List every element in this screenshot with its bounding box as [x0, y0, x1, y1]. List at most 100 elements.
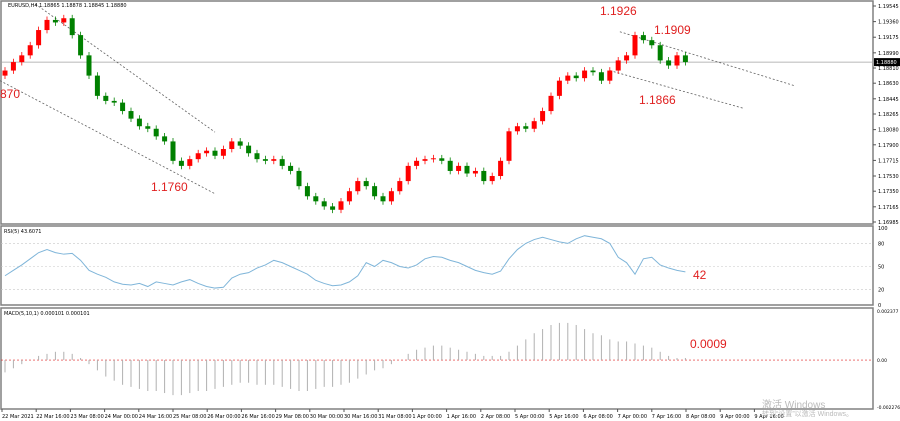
- time-label: 1 Apr 00:00: [412, 414, 441, 420]
- candle-body: [355, 181, 361, 192]
- time-label: 31 Mar 08:00: [378, 414, 411, 420]
- candle-body: [288, 165, 294, 171]
- candle-body: [615, 60, 621, 71]
- price-tick-label: 1.18080: [878, 128, 899, 134]
- rsi-tick-label: 80: [878, 241, 884, 247]
- annotation-left: 870: [0, 87, 21, 101]
- macd-value-annotation: 0.0009: [690, 337, 727, 351]
- candle-body: [52, 19, 58, 23]
- candle-body: [128, 111, 134, 119]
- trendline: [609, 70, 745, 109]
- candle-body: [640, 35, 646, 41]
- annotation-high: 1.1926: [600, 4, 637, 18]
- price-tick-label: 1.17530: [878, 174, 899, 180]
- candle-body: [271, 159, 277, 161]
- candle-body: [430, 158, 436, 160]
- candle-body: [481, 170, 487, 182]
- candle-body: [657, 45, 663, 61]
- annotation-support: 1.1866: [639, 93, 676, 107]
- time-label: 7 Apr 16:00: [652, 414, 681, 420]
- time-label: 22 Mar 2021: [2, 414, 34, 420]
- candle-body: [111, 100, 117, 103]
- candle-body: [632, 35, 638, 56]
- candle-body: [405, 165, 411, 182]
- panel-2: [0, 307, 874, 410]
- time-label: 30 Mar 16:00: [344, 414, 377, 420]
- candle-body: [2, 70, 8, 76]
- candle-body: [607, 70, 613, 81]
- rsi-tick-label: 50: [878, 265, 884, 271]
- candle-body: [178, 160, 184, 166]
- candle-body: [162, 136, 168, 142]
- candle-body: [682, 55, 688, 63]
- candle-body: [422, 159, 428, 161]
- candle-body: [514, 126, 520, 132]
- candle-body: [187, 159, 193, 166]
- price-tick-label: 1.19175: [878, 35, 899, 41]
- price-tick-label: 1.18265: [878, 112, 899, 118]
- candle-body: [388, 191, 394, 202]
- candle-body: [19, 55, 25, 63]
- candle-body: [36, 30, 42, 46]
- candle-body: [380, 196, 386, 202]
- time-label: 8 Apr 08:00: [686, 414, 715, 420]
- candle-body: [145, 126, 151, 129]
- price-tick-label: 1.16985: [878, 220, 899, 226]
- candle-body: [304, 186, 310, 197]
- candle-body: [94, 75, 100, 96]
- rsi-line: [4, 235, 686, 289]
- candle-body: [321, 201, 327, 207]
- candle-body: [565, 75, 571, 81]
- candle-body: [674, 55, 680, 66]
- macd-tick-label: 0.002377: [877, 309, 899, 315]
- candle-body: [624, 55, 630, 61]
- time-label: 6 Apr 08:00: [583, 414, 612, 420]
- candle-body: [313, 196, 319, 202]
- price-tick-label: 1.18810: [878, 66, 899, 72]
- candle-body: [666, 60, 672, 66]
- time-label: 5 Apr 16:00: [549, 414, 578, 420]
- candle-body: [464, 165, 470, 174]
- candle-body: [506, 131, 512, 161]
- candle-body: [10, 62, 16, 71]
- current-price-label: 1.18880: [876, 60, 897, 66]
- price-tick-label: 1.18990: [878, 51, 899, 57]
- candle-body: [220, 149, 226, 156]
- candle-body: [649, 40, 655, 46]
- price-tick-label: 1.19545: [878, 4, 899, 10]
- price-tick-label: 1.17715: [878, 158, 899, 164]
- time-label: 22 Mar 16:00: [36, 414, 69, 420]
- candle-body: [582, 70, 588, 79]
- candle-body: [447, 160, 453, 171]
- candle-body: [86, 55, 92, 76]
- price-tick-label: 1.18630: [878, 81, 899, 87]
- candle-body: [61, 18, 67, 23]
- candle-body: [472, 170, 478, 174]
- candle-body: [279, 159, 285, 166]
- symbol-info: EURUSD,H4 1.18865 1.18878 1.18845 1.1888…: [8, 3, 127, 9]
- candle-body: [590, 70, 596, 73]
- candle-body: [204, 150, 210, 154]
- candle-body: [498, 160, 504, 177]
- price-tick-label: 1.17350: [878, 189, 899, 195]
- time-label: 9 Apr 00:00: [720, 414, 749, 420]
- time-label: 23 Mar 08:00: [70, 414, 103, 420]
- candle-body: [573, 75, 579, 79]
- candle-body: [212, 150, 218, 156]
- candle-body: [414, 160, 420, 166]
- trendline: [619, 31, 795, 87]
- time-label: 2 Apr 08:00: [481, 414, 510, 420]
- watermark-title: 激活 Windows: [762, 400, 826, 411]
- rsi-label: RSI(5) 43.6071: [4, 229, 42, 235]
- trendline: [0, 80, 216, 195]
- candle-body: [254, 153, 260, 160]
- candle-body: [262, 159, 268, 161]
- candle-body: [556, 80, 562, 96]
- time-label: 7 Apr 00:00: [618, 414, 647, 420]
- time-label: 30 Mar 00:00: [310, 414, 343, 420]
- price-tick-label: 1.19360: [878, 20, 899, 26]
- trendline: [35, 3, 216, 133]
- candle-body: [153, 128, 159, 137]
- current-price-box: [874, 58, 900, 67]
